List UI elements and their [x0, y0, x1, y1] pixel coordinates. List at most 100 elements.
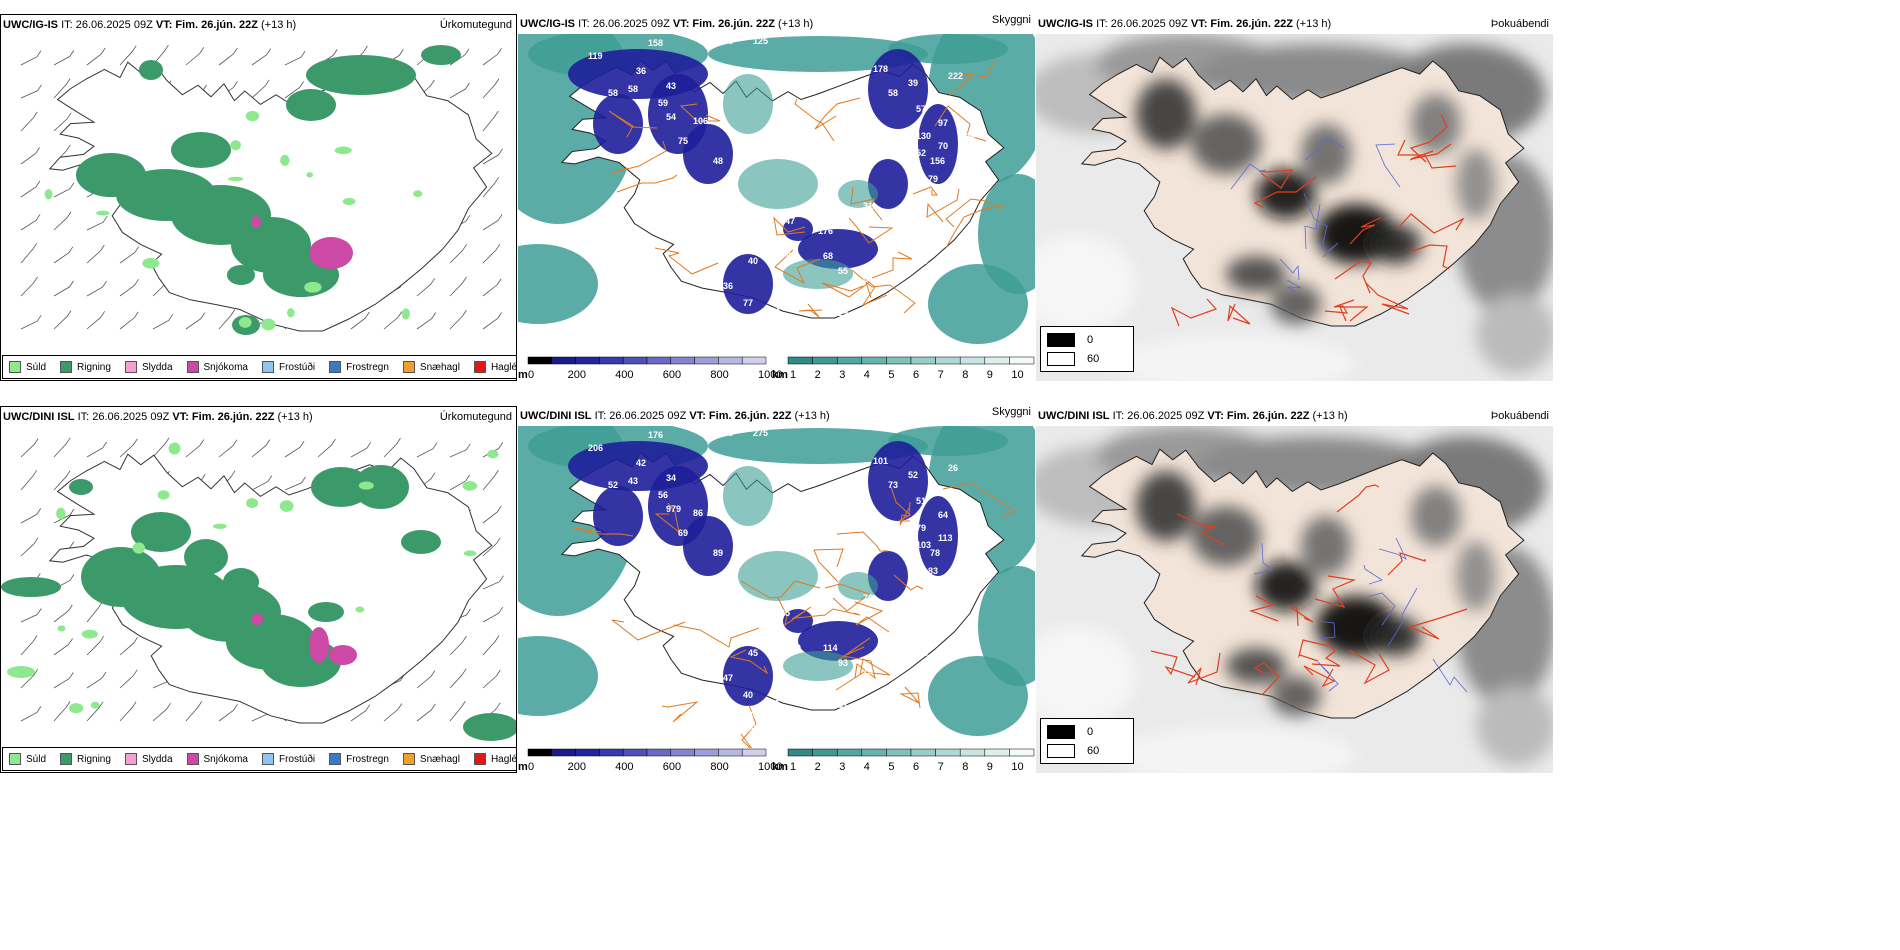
field-blob: [868, 159, 908, 209]
road: [926, 188, 960, 223]
wind-barb: [317, 438, 336, 458]
fog-key-label: 60: [1087, 353, 1100, 365]
field-blob: [723, 74, 773, 134]
legend-label: Snjókoma: [203, 361, 248, 373]
road: [798, 303, 823, 318]
wind-barb: [251, 48, 272, 66]
road: [824, 583, 871, 612]
value-label: 158: [648, 38, 663, 48]
field-blob: [1116, 726, 1356, 773]
wind-barb: [449, 474, 470, 491]
value-label: 176: [818, 226, 833, 236]
field-blob: [518, 244, 598, 324]
colorbar-cell: [646, 356, 672, 365]
wind-barb: [482, 537, 501, 557]
wind-barb: [218, 309, 236, 330]
field-blob: [287, 308, 295, 318]
wind-barb: [482, 505, 502, 524]
river: [1317, 661, 1339, 692]
value-label: 58: [628, 84, 638, 94]
value-label: 50: [933, 266, 943, 276]
field-blob: [978, 566, 1035, 686]
legend-item: Frostúði: [261, 361, 315, 373]
legend-swatch: [473, 753, 486, 765]
wind-barb: [20, 180, 41, 198]
value-label: 33: [773, 336, 783, 346]
field-blob: [44, 189, 53, 200]
field-blob: [227, 265, 255, 285]
wind-barb: [515, 555, 516, 556]
colorbar-tick: 8: [962, 761, 968, 773]
field-blob: [928, 264, 1028, 344]
colorbar-tick: 0: [528, 761, 534, 773]
wind-barb: [86, 671, 107, 689]
valid-time: VT: Fim. 26.jún. 22Z: [172, 411, 275, 423]
wind-barb: [482, 177, 500, 198]
field-blob: [329, 645, 357, 665]
wind-barb: [20, 635, 38, 656]
wind-barb: [416, 312, 437, 330]
wind-barb: [284, 476, 306, 491]
value-label: 78: [930, 548, 940, 558]
field-blob: [593, 94, 643, 154]
road: [1187, 652, 1221, 686]
river: [1317, 620, 1336, 640]
colorbar-cell: [599, 748, 624, 757]
value-label: 58: [888, 88, 898, 98]
field-blob: [708, 428, 928, 464]
field-blob: [421, 45, 461, 65]
wind-barb: [86, 441, 107, 458]
wind-barb: [20, 314, 42, 330]
colorbar-cell: [836, 356, 863, 365]
field-blob: [251, 613, 263, 625]
legend-item: Súld: [9, 753, 46, 765]
colorbar-cell: [984, 748, 1010, 757]
rain-sea-field: [1, 577, 516, 741]
value-label: 120: [970, 546, 985, 556]
road: [1334, 260, 1372, 294]
colorbar-cell: [910, 356, 936, 365]
field-blob: [1411, 94, 1461, 154]
wind-barb: [119, 311, 139, 330]
road: [814, 97, 861, 130]
road: [850, 186, 883, 221]
river-network: [1253, 537, 1468, 693]
init-time: IT: 26.06.2025 09Z: [594, 410, 687, 422]
road: [1303, 665, 1336, 688]
wind-barb: [515, 163, 516, 164]
legend-swatch: [473, 361, 486, 373]
colorbar-cell: [694, 748, 719, 757]
road: [1336, 484, 1380, 513]
fog-key-label: 60: [1087, 745, 1100, 757]
wind-barb: [53, 508, 75, 524]
fog-map: [1036, 34, 1553, 381]
wind-barb: [482, 635, 500, 656]
wind-barb: [86, 601, 103, 623]
field-blob: [342, 197, 356, 206]
legend-swatch: [402, 361, 415, 373]
field-blob: [142, 257, 160, 269]
road: [616, 174, 678, 193]
fog-field-land: [1136, 79, 1496, 324]
colorbar-tick: 600: [663, 761, 681, 773]
field-blob: [1411, 486, 1461, 546]
panel-title: Úrkomutegund: [439, 19, 512, 31]
field-blob: [308, 602, 344, 622]
road: [945, 204, 1008, 249]
value-label: 56: [658, 490, 668, 500]
legend-label: Súld: [26, 753, 47, 765]
value-label: 93: [838, 658, 848, 668]
legend-swatch: [186, 361, 199, 373]
model-name: UWC/DINI ISL: [3, 411, 75, 423]
value-label: 52: [608, 480, 618, 490]
road: [871, 251, 913, 279]
field-blob: [518, 636, 598, 716]
field-blob: [413, 190, 423, 198]
wind-barb: [86, 311, 106, 330]
wind-barb: [53, 182, 75, 198]
legend-item: Slydda: [124, 753, 173, 765]
colorbar-cell: [741, 748, 767, 757]
wind-barb: [251, 475, 273, 491]
wind-barb: [416, 442, 438, 458]
